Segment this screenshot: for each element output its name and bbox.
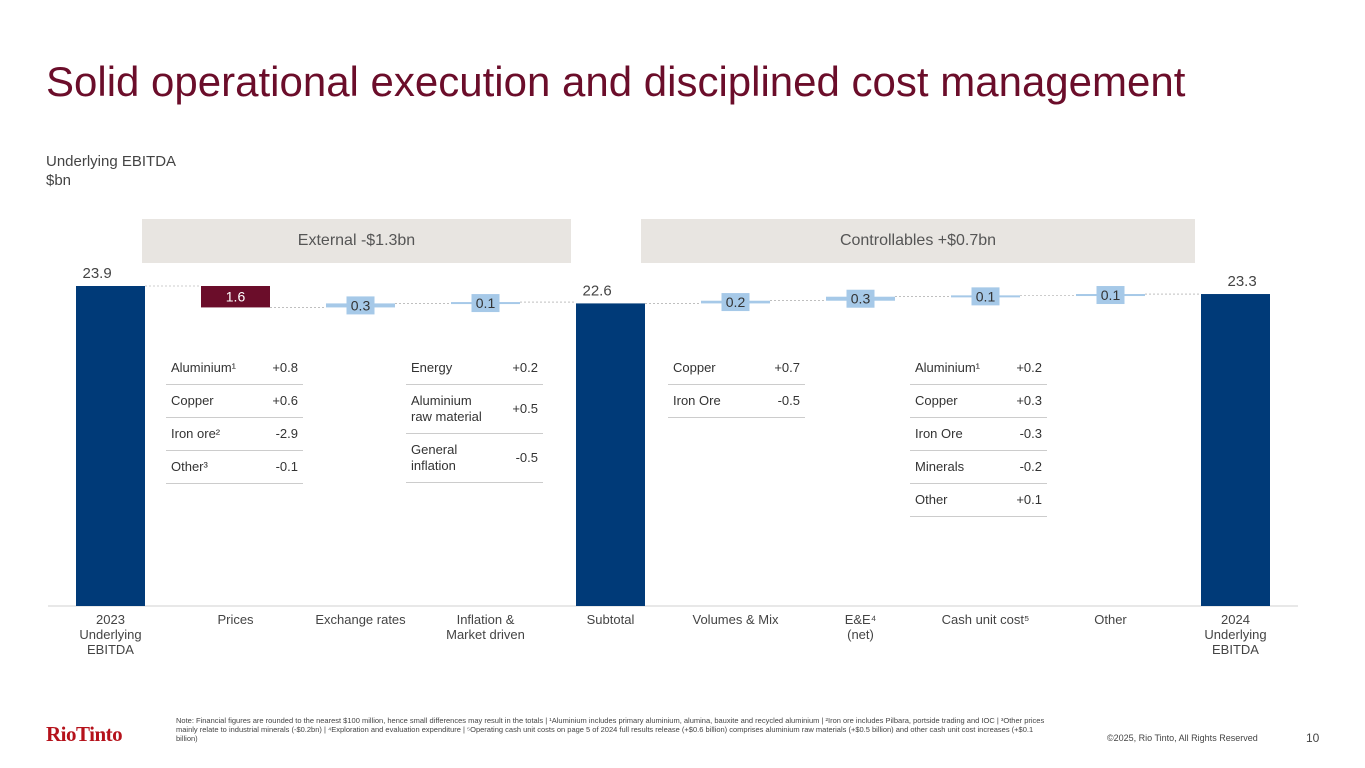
table-label: Copper xyxy=(673,360,716,375)
bar xyxy=(576,303,645,606)
value-label-box xyxy=(1096,286,1125,305)
table-value: -2.9 xyxy=(275,426,298,441)
bar xyxy=(76,286,145,606)
table-label: Other xyxy=(915,492,948,507)
subtitle-block: Underlying EBITDA $bn xyxy=(46,152,176,190)
value-label-box xyxy=(346,296,375,315)
table-row: Iron ore² -2.9 xyxy=(166,418,303,451)
table-row: Iron Ore -0.3 xyxy=(910,418,1047,451)
table-value: -0.5 xyxy=(515,450,538,465)
bar xyxy=(201,286,270,308)
value-label-box xyxy=(846,289,875,308)
table-value: -0.1 xyxy=(275,459,298,474)
table-row: Minerals -0.2 xyxy=(910,451,1047,484)
table-value: +0.2 xyxy=(512,360,538,375)
table-row: Other +0.1 xyxy=(910,484,1047,517)
table-label: Copper xyxy=(915,393,958,408)
x-tick-label: Exchange rates xyxy=(315,612,406,627)
x-tick-label: Cash unit cost⁵ xyxy=(942,612,1030,627)
x-tick-label: Inflation & Market driven xyxy=(446,612,525,642)
value-label: 0.3 xyxy=(851,291,871,307)
table-row: Aluminium¹ +0.8 xyxy=(166,352,303,385)
table-label: Aluminium raw material xyxy=(411,393,482,424)
x-tick-label: 2023 Underlying EBITDA xyxy=(79,612,141,657)
value-label: 1.6 xyxy=(226,289,246,305)
table-label: Aluminium¹ xyxy=(171,360,237,375)
table-row: Copper +0.3 xyxy=(910,385,1047,418)
x-tick-label: 2024 Underlying EBITDA xyxy=(1204,612,1266,657)
breakdown-table: Energy +0.2 Aluminium raw material +0.5 Gene… xyxy=(406,352,543,483)
table-label: General inflation xyxy=(411,442,458,473)
table-label: Iron Ore xyxy=(915,426,963,441)
group-header: External -$1.3bn xyxy=(142,219,571,263)
value-label: 23.3 xyxy=(1228,273,1257,290)
logo: RioTinto xyxy=(46,722,123,746)
value-label-box xyxy=(471,294,500,313)
table-label: Iron Ore xyxy=(673,393,721,408)
group-header: Controllables +$0.7bn xyxy=(641,219,1195,263)
breakdown-table: Aluminium¹ +0.2 Copper +0.3 Iron Ore -0.3 Mine… xyxy=(910,352,1047,517)
x-tick-label: Prices xyxy=(217,612,254,627)
value-label-box xyxy=(971,287,1000,306)
table-value: +0.7 xyxy=(774,360,800,375)
table-row: General inflation -0.5 xyxy=(406,434,543,483)
unit: $bn xyxy=(46,172,72,189)
table-label: Energy xyxy=(411,360,453,375)
page-number: 10 xyxy=(1306,731,1320,745)
table-row: Copper +0.6 xyxy=(166,385,303,418)
value-label: 0.1 xyxy=(1101,287,1121,303)
table-label: Iron ore² xyxy=(171,426,221,441)
value-label: 22.6 xyxy=(583,282,612,299)
table-row: Energy +0.2 xyxy=(406,352,543,385)
table-value: +0.3 xyxy=(1016,393,1042,408)
x-tick-label: Subtotal xyxy=(587,612,635,627)
value-label: 0.2 xyxy=(726,294,746,310)
x-tick-label: E&E⁴ (net) xyxy=(845,612,877,642)
table-value: -0.5 xyxy=(777,393,800,408)
table-row: Aluminium raw material +0.5 xyxy=(406,385,543,434)
value-label-box xyxy=(721,293,750,312)
value-label: 0.1 xyxy=(476,295,496,311)
table-value: -0.3 xyxy=(1019,426,1042,441)
x-tick-label: Other xyxy=(1094,612,1127,627)
table-row: Iron Ore -0.5 xyxy=(668,385,805,418)
table-row: Copper +0.7 xyxy=(668,352,805,385)
table-value: -0.2 xyxy=(1019,459,1042,474)
slide-title: Solid operational execution and discipli… xyxy=(46,58,1186,105)
table-label: Copper xyxy=(171,393,214,408)
table-value: +0.5 xyxy=(512,401,538,416)
table-row: Other³ -0.1 xyxy=(166,451,303,484)
copyright: ©2025, Rio Tinto, All Rights Reserved xyxy=(1107,733,1258,743)
table-value: +0.2 xyxy=(1016,360,1042,375)
breakdown-table: Copper +0.7 Iron Ore -0.5 xyxy=(668,352,805,418)
table-row: Aluminium¹ +0.2 xyxy=(910,352,1047,385)
subtitle: Underlying EBITDA xyxy=(46,153,177,170)
table-label: Other³ xyxy=(171,459,208,474)
table-value: +0.1 xyxy=(1016,492,1042,507)
bar xyxy=(1201,294,1270,606)
value-label: 23.9 xyxy=(83,265,112,282)
table-value: +0.6 xyxy=(272,393,298,408)
value-label: 0.3 xyxy=(351,297,371,313)
table-value: +0.8 xyxy=(272,360,298,375)
breakdown-table: Aluminium¹ +0.8 Copper +0.6 Iron ore² -2.9 Oth… xyxy=(166,352,303,484)
table-label: Minerals xyxy=(915,459,965,474)
footnote: Note: Financial figures are rounded to t… xyxy=(176,716,1045,743)
x-tick-label: Volumes & Mix xyxy=(693,612,779,627)
table-label: Aluminium¹ xyxy=(915,360,981,375)
value-label: 0.1 xyxy=(976,288,996,304)
